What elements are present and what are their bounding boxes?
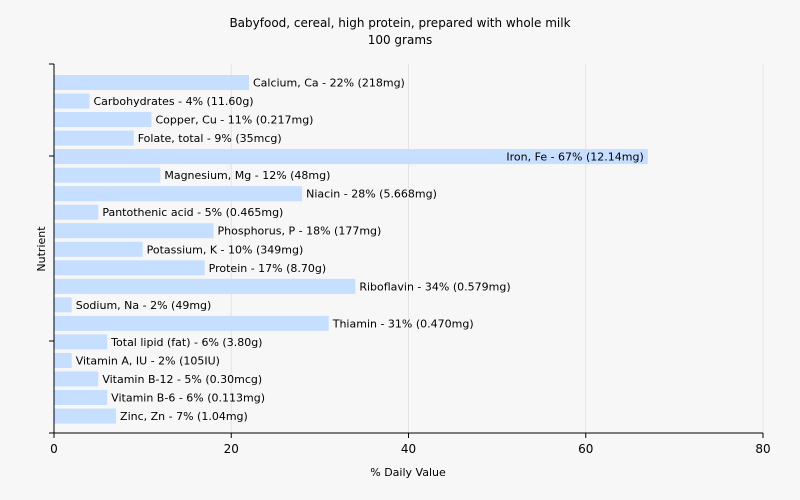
bar xyxy=(54,278,356,294)
x-tick-label: 80 xyxy=(755,442,770,456)
chart-subtitle: 100 grams xyxy=(368,33,433,47)
bar xyxy=(54,371,99,387)
bar-data-label: Magnesium, Mg - 12% (48mg) xyxy=(164,169,330,182)
bar xyxy=(54,204,99,220)
bar xyxy=(54,334,108,350)
gridlines xyxy=(230,64,764,433)
x-tick-label: 20 xyxy=(224,442,239,456)
bar-data-label: Riboflavin - 34% (0.579mg) xyxy=(359,280,510,293)
x-tick-label: 60 xyxy=(578,442,593,456)
bar-data-label: Folate, total - 9% (35mcg) xyxy=(138,132,282,145)
chart-title: Babyfood, cereal, high protein, prepared… xyxy=(229,16,570,30)
bar xyxy=(54,408,117,424)
bar-data-label: Carbohydrates - 4% (11.60g) xyxy=(93,95,253,108)
bar-data-label: Iron, Fe - 67% (12.14mg) xyxy=(506,151,643,164)
axes-group: 0 20 40 60 80 xyxy=(49,63,771,456)
bar-data-label: Total lipid (fat) - 6% (3.80g) xyxy=(110,336,262,349)
bar-data-label: Protein - 17% (8.70g) xyxy=(209,262,327,275)
bar xyxy=(54,241,143,257)
bars-group: Calcium, Ca - 22% (218mg)Carbohydrates -… xyxy=(54,75,648,424)
bar-data-label: Phosphorus, P - 18% (177mg) xyxy=(218,225,382,238)
bar xyxy=(54,93,90,109)
bar xyxy=(54,390,108,406)
y-axis-title: Nutrient xyxy=(35,226,48,272)
bar xyxy=(54,186,303,202)
bar xyxy=(54,130,134,146)
bar-data-label: Copper, Cu - 11% (0.217mg) xyxy=(155,114,313,127)
bar-data-label: Calcium, Ca - 22% (218mg) xyxy=(253,77,405,90)
x-tick-label: 40 xyxy=(401,442,416,456)
bar xyxy=(54,223,214,239)
bar-data-label: Vitamin A, IU - 2% (105IU) xyxy=(76,354,220,367)
bar-data-label: Sodium, Na - 2% (49mg) xyxy=(76,299,212,312)
bar xyxy=(54,315,329,331)
bar-data-label: Vitamin B-12 - 5% (0.30mcg) xyxy=(102,373,262,386)
bar xyxy=(54,149,648,165)
x-tick-label: 0 xyxy=(50,442,58,456)
bar-data-label: Thiamin - 31% (0.470mg) xyxy=(332,317,474,330)
bar xyxy=(54,167,161,183)
bar-data-label: Niacin - 28% (5.668mg) xyxy=(306,188,437,201)
bar xyxy=(54,75,249,90)
bar xyxy=(54,297,72,313)
bar xyxy=(54,352,72,368)
bar-data-label: Potassium, K - 10% (349mg) xyxy=(147,243,304,256)
bar xyxy=(54,260,205,276)
bar-data-label: Pantothenic acid - 5% (0.465mg) xyxy=(102,206,283,219)
bar-data-label: Zinc, Zn - 7% (1.04mg) xyxy=(120,410,248,423)
x-axis-title: % Daily Value xyxy=(370,466,446,479)
bar-data-label: Vitamin B-6 - 6% (0.113mg) xyxy=(111,392,265,405)
bar xyxy=(54,112,152,128)
